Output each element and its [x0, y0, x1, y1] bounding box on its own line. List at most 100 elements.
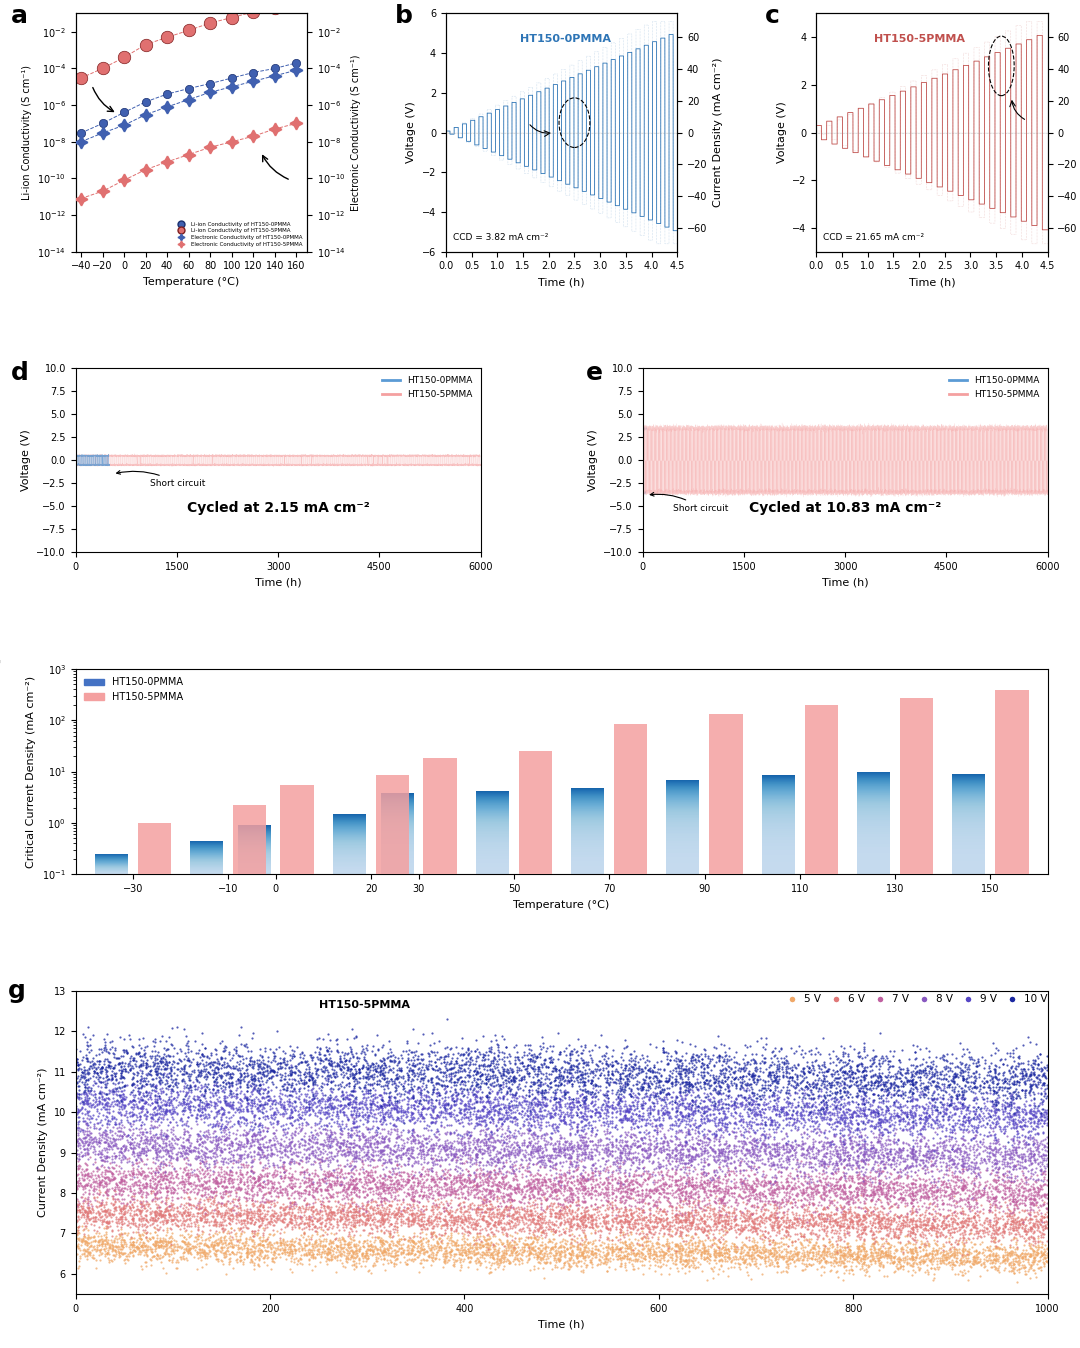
Point	[108, 1154, 125, 1175]
Point	[460, 1095, 477, 1116]
Point	[238, 1109, 255, 1131]
Point	[971, 1180, 988, 1201]
Point	[576, 1182, 593, 1204]
Point	[1005, 1190, 1023, 1212]
Point	[760, 1190, 778, 1212]
Point	[805, 1208, 822, 1229]
Point	[685, 1065, 702, 1086]
Point	[823, 1177, 840, 1198]
Point	[160, 1026, 177, 1047]
Point	[862, 1077, 879, 1099]
Point	[951, 1139, 969, 1161]
Point	[667, 1244, 685, 1266]
Point	[769, 1070, 786, 1092]
Point	[577, 1170, 594, 1192]
Point	[759, 1198, 777, 1220]
Point	[204, 1225, 221, 1247]
Point	[230, 1178, 247, 1200]
Point	[454, 1078, 471, 1100]
Point	[400, 1154, 417, 1175]
Point	[278, 1196, 295, 1217]
Point	[532, 1240, 550, 1262]
Point	[112, 1185, 130, 1206]
Point	[154, 1237, 172, 1259]
Point	[981, 1190, 998, 1212]
Point	[779, 1200, 796, 1221]
Point	[974, 1252, 991, 1274]
Point	[500, 1140, 517, 1162]
Point	[602, 1112, 619, 1134]
Point	[1025, 1117, 1042, 1139]
Point	[403, 1243, 420, 1264]
Point	[744, 1180, 761, 1201]
Point	[735, 1239, 753, 1260]
Point	[390, 1200, 407, 1221]
Point	[745, 1171, 762, 1193]
Point	[673, 1248, 690, 1270]
Point	[404, 1130, 421, 1151]
Point	[960, 1057, 977, 1078]
Point	[517, 1165, 535, 1186]
Point	[204, 1142, 221, 1163]
Point	[308, 1231, 325, 1252]
Point	[1014, 1051, 1031, 1073]
Point	[240, 1039, 257, 1061]
Point	[878, 1251, 895, 1273]
Point	[854, 1111, 872, 1132]
Point	[311, 1122, 328, 1143]
Point	[497, 1237, 514, 1259]
Point	[248, 1054, 266, 1076]
Point	[785, 1108, 802, 1130]
Point	[571, 1171, 589, 1193]
Point	[450, 1242, 468, 1263]
Point	[503, 1212, 521, 1233]
Point	[526, 1111, 543, 1132]
Point	[427, 1112, 444, 1134]
Point	[116, 1136, 133, 1158]
Point	[231, 1162, 248, 1184]
Point	[583, 1212, 600, 1233]
Point	[91, 1206, 108, 1228]
Point	[253, 1208, 270, 1229]
Point	[568, 1244, 585, 1266]
Point	[619, 1135, 636, 1157]
Point	[476, 1233, 494, 1255]
Point	[213, 1161, 230, 1182]
Point	[906, 1175, 923, 1197]
Point	[322, 1029, 339, 1050]
Point	[766, 1190, 783, 1212]
Point	[671, 1054, 688, 1076]
Point	[808, 1105, 825, 1127]
Point	[982, 1091, 999, 1112]
Point	[197, 1202, 214, 1224]
Point	[345, 1068, 362, 1089]
Point	[240, 1100, 257, 1122]
Point	[650, 1223, 667, 1244]
Point	[623, 1171, 640, 1193]
Point	[469, 1258, 486, 1279]
Point	[542, 1070, 559, 1092]
Point	[356, 1205, 374, 1227]
Point	[583, 1163, 600, 1185]
Point	[188, 1197, 205, 1219]
Point	[757, 1194, 774, 1216]
Point	[325, 1051, 342, 1073]
Point	[676, 1065, 693, 1086]
Point	[489, 1196, 507, 1217]
Point	[1028, 1185, 1045, 1206]
Point	[840, 1060, 858, 1081]
Point	[252, 1112, 269, 1134]
Point	[612, 1219, 630, 1240]
Point	[381, 1101, 399, 1123]
Point	[133, 1235, 150, 1256]
Point	[190, 1053, 207, 1074]
Point	[941, 1096, 958, 1117]
Point	[347, 1091, 364, 1112]
Point	[315, 1228, 333, 1250]
Point	[718, 1209, 735, 1231]
Point	[880, 1126, 897, 1147]
Point	[132, 1072, 149, 1093]
Point	[1039, 1107, 1056, 1128]
Point	[791, 1078, 808, 1100]
Point	[518, 1180, 536, 1201]
